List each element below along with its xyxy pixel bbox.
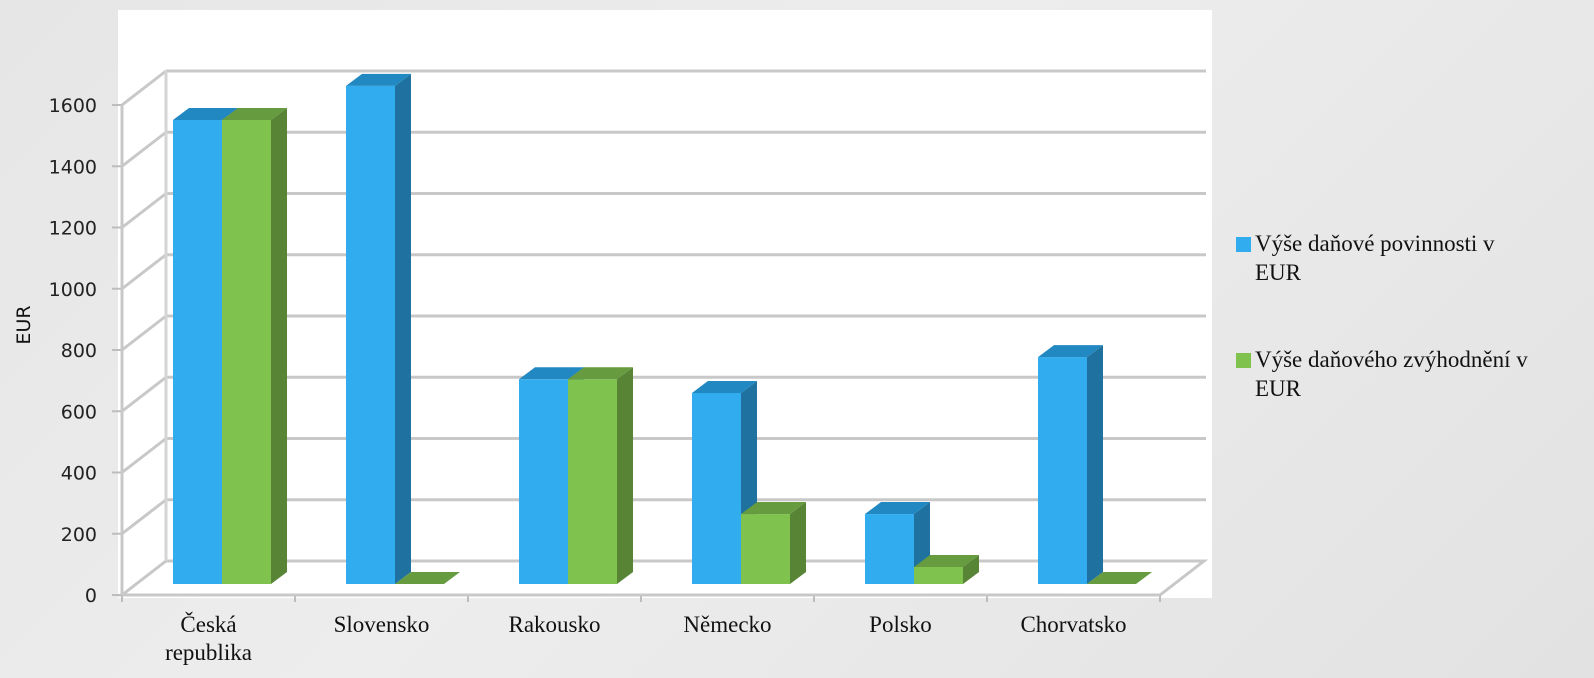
gridline-diagonal	[121, 498, 167, 535]
bar	[1038, 345, 1103, 584]
bar	[346, 73, 411, 584]
legend: Výše daňové povinnosti v EUR Výše daňového…	[1236, 231, 1528, 401]
bar-front	[346, 85, 395, 584]
bar	[1087, 572, 1152, 584]
bar-front	[1038, 357, 1087, 584]
bar-top	[519, 367, 584, 380]
bar-front	[173, 120, 222, 584]
bar-side	[395, 73, 411, 584]
y-tick-label: 400	[61, 463, 97, 485]
bar-top	[865, 502, 930, 515]
bar-front	[519, 379, 568, 584]
legend-item: Výše daňové povinnosti v EUR	[1236, 231, 1495, 285]
bar-side	[790, 502, 806, 584]
axes	[112, 71, 1161, 602]
gridline-diagonal	[121, 376, 167, 413]
gridline-diagonal	[121, 314, 167, 352]
legend-swatch	[1236, 237, 1251, 252]
bar-front	[568, 379, 617, 584]
bar-top	[568, 367, 633, 380]
bar-front	[865, 514, 914, 584]
gridline-diagonal	[121, 131, 167, 168]
bar-side	[617, 367, 633, 584]
bar	[741, 502, 806, 584]
bars	[173, 73, 1152, 584]
legend-item: Výše daňového zvýhodnění v EUR	[1236, 347, 1528, 401]
bar-top	[741, 502, 806, 515]
category-label: Česká republika	[165, 611, 252, 665]
legend-swatch	[1236, 353, 1251, 368]
bar	[395, 572, 460, 584]
category-label: Slovensko	[334, 612, 430, 637]
bar	[865, 502, 930, 584]
gridline-diagonal	[121, 69, 167, 107]
bar-top	[1038, 345, 1103, 358]
gridline-diagonal	[121, 192, 167, 229]
bar-side	[1087, 345, 1103, 584]
gridline-diagonal	[121, 437, 167, 474]
bar-top	[346, 73, 411, 86]
bar-top	[173, 108, 238, 120]
bar-top	[1087, 572, 1152, 584]
legend-label: Výše daňové povinnosti v EUR	[1255, 231, 1495, 285]
bar-top	[692, 380, 757, 393]
y-tick-label: 0	[85, 585, 97, 607]
category-label: Polsko	[869, 612, 932, 637]
y-tick-label: 1400	[49, 156, 97, 178]
bar-front	[222, 120, 271, 584]
bar-top	[222, 108, 287, 120]
legend-label: Výše daňového zvýhodnění v EUR	[1255, 347, 1528, 401]
y-tick-label: 1000	[49, 279, 97, 301]
category-labels: Česká republika Slovensko Rakousko Německo Po…	[165, 611, 1126, 665]
bar-top	[395, 572, 460, 584]
bar-side	[963, 554, 979, 584]
y-tick-label: 1600	[49, 95, 97, 117]
bar-front	[692, 392, 741, 584]
gridline-diagonal	[121, 253, 167, 290]
y-tick-label: 200	[61, 524, 97, 546]
bar	[914, 554, 979, 584]
bar	[222, 108, 287, 584]
y-tick-label: 1200	[49, 218, 97, 240]
y-axis-title: EUR	[13, 305, 35, 344]
category-label: Rakousko	[509, 612, 601, 637]
y-tick-label: 600	[61, 401, 97, 423]
category-label: Chorvatsko	[1020, 612, 1126, 637]
y-tick-labels: 0 200 400 600 800 1000 1200 1400 1600	[49, 95, 97, 607]
y-tick-label: 800	[61, 340, 97, 362]
bar-side	[271, 108, 287, 584]
bar-front	[741, 514, 790, 584]
category-label: Německo	[683, 612, 771, 637]
bar-front	[914, 566, 963, 584]
bar-top	[914, 554, 979, 567]
bar	[568, 367, 633, 584]
